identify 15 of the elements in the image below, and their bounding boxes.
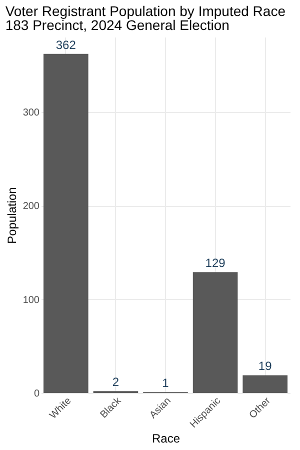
y-tick-label: 100 bbox=[22, 294, 40, 306]
data-label: 2 bbox=[112, 375, 120, 390]
data-label: 19 bbox=[258, 359, 272, 374]
bar bbox=[43, 54, 88, 393]
y-tick-label: 300 bbox=[22, 107, 40, 118]
y-tick-label: 200 bbox=[22, 201, 40, 212]
bar bbox=[242, 375, 288, 393]
x-axis-title: Race bbox=[152, 432, 180, 446]
y-tick-label: 0 bbox=[34, 388, 40, 400]
y-axis-title: Population bbox=[4, 187, 19, 244]
data-label: 362 bbox=[56, 38, 76, 52]
bar bbox=[192, 272, 238, 393]
chart-title: Voter Registrant Population by Imputed Race bbox=[5, 3, 286, 19]
data-label: 1 bbox=[162, 376, 170, 390]
data-label: 129 bbox=[205, 256, 226, 270]
